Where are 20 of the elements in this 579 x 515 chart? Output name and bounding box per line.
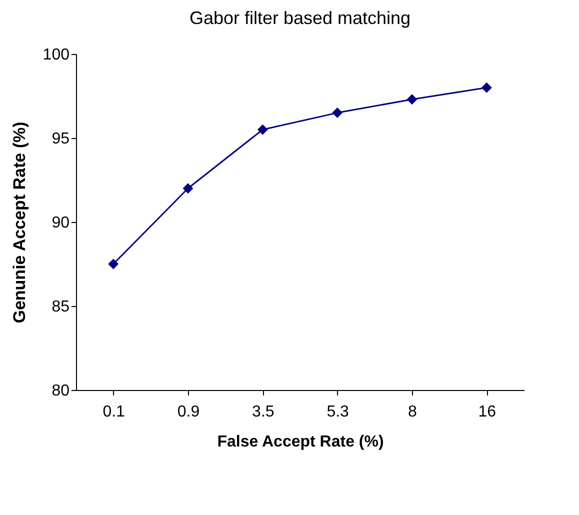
point (481, 82, 492, 93)
x-tick-label: 16 (478, 404, 496, 420)
x-tick-label: 5.3 (326, 404, 350, 420)
y-tick-label: 80 (52, 382, 70, 400)
point (257, 124, 268, 135)
point (332, 108, 343, 118)
y-tick-label: 100 (42, 46, 70, 64)
x-tick-label: 3.5 (252, 404, 274, 420)
point (406, 94, 418, 105)
x-axis-title: False Accept Rate (%) (217, 434, 384, 450)
y-tick-label: 95 (52, 130, 70, 148)
point (182, 183, 194, 194)
y-tick-label: 90 (52, 214, 70, 232)
x-tick-label: 0.9 (177, 404, 200, 420)
x-tick-label: 0.1 (102, 404, 126, 420)
x-tick-label: 8 (408, 404, 418, 420)
y-tick-label: 85 (52, 298, 70, 316)
chart-title: Gabor filter based matching (189, 8, 411, 28)
point (108, 258, 119, 270)
y-axis-title: Genunie Accept Rate (%) (10, 122, 29, 324)
